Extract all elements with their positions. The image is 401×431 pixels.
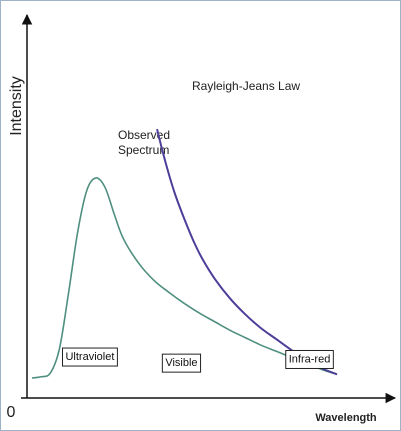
y-axis-label: Intensity (8, 76, 25, 136)
region-label-text: Infra-red (289, 353, 331, 365)
x-axis-label: Wavelength (315, 412, 377, 424)
series-line-observed-spectrum (31, 177, 338, 379)
region-label-box (285, 349, 334, 369)
region-label-box (61, 347, 118, 367)
region-label-text: Visible (165, 357, 197, 369)
region-label-visible: Visible (161, 353, 202, 373)
region-label-infra-red: Infra-red (285, 349, 334, 369)
region-label-box (161, 353, 202, 373)
region-labels: Ultraviolet Visible Infra-red (61, 347, 334, 373)
region-label-ultraviolet: Ultraviolet (61, 347, 118, 367)
origin-label: 0 (7, 404, 16, 421)
series-label-rayleigh-jeans: Rayleigh-Jeans Law (192, 79, 300, 93)
series-line-rayleigh-jeans (156, 128, 338, 376)
region-label-text: Ultraviolet (65, 351, 114, 363)
